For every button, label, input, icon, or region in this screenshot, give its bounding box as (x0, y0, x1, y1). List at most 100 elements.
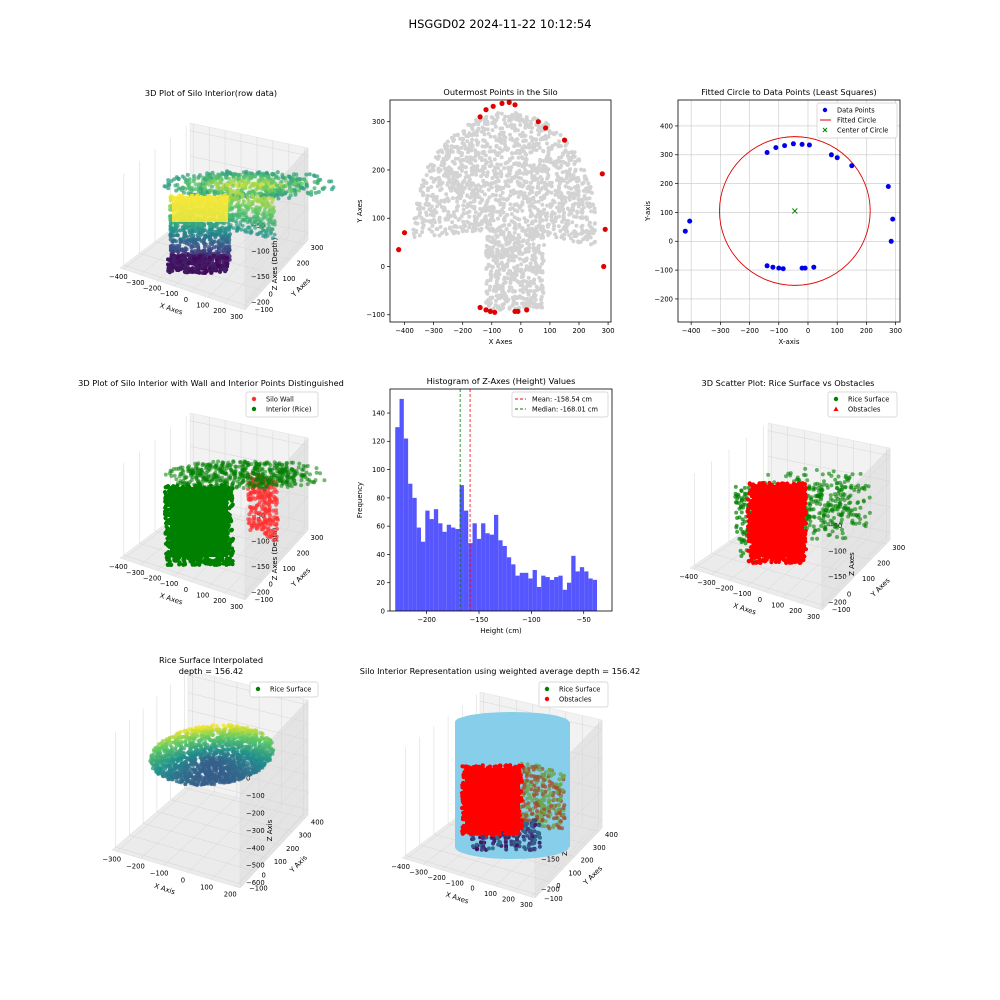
outer-bg-point (522, 160, 527, 165)
raw3d-point (255, 199, 260, 204)
raw3d-point (214, 222, 218, 227)
raw3d-point (193, 226, 198, 231)
outer-bg-point (483, 214, 488, 219)
outer-bg-point (471, 122, 476, 127)
outer-bg-point (512, 175, 517, 180)
outer-bg-point (525, 299, 530, 304)
outer-bg-point (537, 250, 542, 255)
raw3d-point (274, 193, 279, 198)
wall3d-interior-point (200, 479, 205, 484)
outer-bg-point (535, 185, 540, 190)
outer-bg-point (563, 143, 568, 148)
outer-bg-point (530, 176, 535, 181)
outer-bg-point (589, 209, 594, 214)
outer-bg-point (580, 228, 585, 233)
outer-bg-point (470, 127, 475, 132)
raw3d-point (179, 256, 184, 261)
raw3d-point (278, 182, 283, 187)
outer-bg-point (540, 227, 545, 232)
raw3d-point (168, 204, 172, 209)
outer-bg-point (569, 150, 574, 155)
outer-bg-point (498, 187, 503, 192)
raw3d-point (231, 183, 236, 188)
outer-bg-point (520, 243, 524, 248)
outer-bg-point (443, 217, 448, 222)
outer-bg-point (544, 217, 549, 222)
raw3d-point (220, 245, 225, 250)
outer-bg-point (537, 190, 542, 195)
raw3d-point (304, 183, 309, 188)
wall3d-interior-point (279, 483, 284, 488)
outer-bg-point (520, 208, 525, 213)
outer-bg-point (429, 162, 434, 167)
outer-bg-point (461, 229, 465, 234)
outer-bg-point (507, 305, 512, 310)
raw3d-point (263, 213, 267, 218)
outer-bg-point (424, 181, 429, 185)
raw3d-xtick-label: −400 (109, 273, 128, 281)
fit-data-point (802, 265, 808, 271)
outer-bg-point (519, 262, 524, 267)
wall3d-interior-point (231, 459, 236, 464)
wall3d-interior-point (305, 482, 310, 487)
wall3d-interior-point (233, 468, 238, 473)
outer-bg-point (488, 272, 493, 277)
outer-bg-point (496, 270, 501, 275)
wall3d-wall-point (273, 530, 277, 535)
outer-bg-point (460, 163, 465, 168)
raw3d-point (203, 269, 208, 274)
outer-bg-point (457, 217, 462, 221)
wall3d-interior-point (250, 470, 255, 475)
outer-bg-point (468, 195, 473, 200)
wall3d-interior-point (318, 471, 323, 476)
raw3d-point (202, 222, 206, 227)
outer-bg-point (513, 226, 518, 231)
wall3d-wall-point (259, 495, 264, 500)
outer-bg-point (514, 273, 519, 277)
wall3d-xlabel: X Axes (159, 592, 184, 607)
wall3d-wall-point (246, 517, 251, 522)
raw3d-zgrid-s (244, 206, 309, 277)
outer-bg-point (567, 191, 572, 196)
outer-bg-point (524, 152, 529, 157)
outer-bg-point (485, 279, 490, 283)
outer-bg-point (563, 184, 568, 189)
raw3d-point (248, 231, 253, 236)
outer-bg-point (420, 230, 425, 234)
outer-bg-point (499, 140, 504, 145)
outer-bg-point (431, 197, 436, 202)
wall3d-interior-point (293, 482, 298, 487)
outer-bg-point (486, 182, 491, 187)
outer-point (487, 308, 493, 314)
raw3d-ygrid (123, 264, 249, 307)
raw3d-point (240, 223, 245, 228)
outer-bg-point (497, 240, 501, 245)
wall3d-interior-point (257, 464, 262, 469)
wall3d-interior-point (224, 466, 229, 471)
outer-bg-point (583, 235, 588, 239)
outer-bg-point (439, 205, 444, 209)
raw3d-point (264, 178, 269, 183)
outer-bg-point (478, 228, 483, 233)
wall3d-ytick-label: 0 (269, 581, 273, 589)
raw3d-point (231, 215, 236, 220)
outer-bg-point (567, 233, 572, 238)
outer-bg-point (448, 225, 452, 230)
raw3d-point (266, 181, 271, 186)
raw3d-point (250, 207, 255, 211)
wall3d-interior-point (271, 481, 276, 485)
raw3d-point (170, 245, 175, 250)
wall3d-xtick-label: 200 (213, 597, 226, 605)
outer-bg-point (467, 214, 472, 219)
outer-ytick-label: 100 (372, 215, 385, 223)
outer-bg-point (481, 208, 486, 213)
outer-bg-point (536, 232, 541, 237)
fit-data-point (849, 163, 855, 169)
outer-bg-point (445, 173, 450, 178)
raw3d-point (278, 189, 283, 194)
outer-bg-point (544, 136, 548, 141)
raw3d-ytick-label: 300 (311, 244, 324, 252)
raw3d-point (315, 181, 320, 186)
outer-bg-point (499, 155, 504, 160)
raw3d-point (191, 233, 196, 238)
